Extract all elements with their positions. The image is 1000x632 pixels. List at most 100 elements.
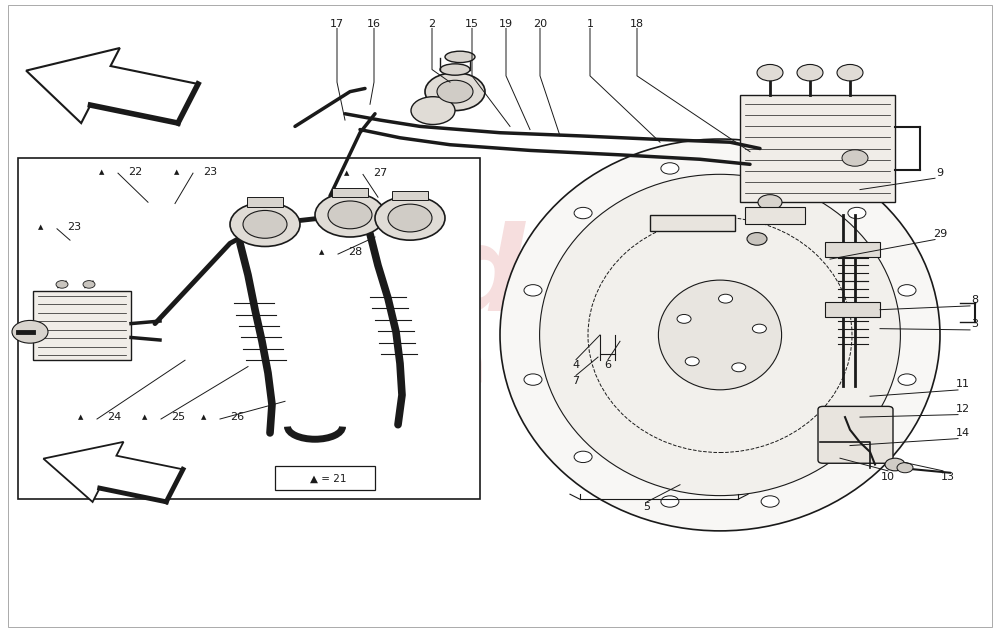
Text: ▲: ▲ <box>78 414 84 420</box>
Ellipse shape <box>440 64 470 75</box>
Bar <box>630 335 670 360</box>
Text: 5: 5 <box>644 502 650 513</box>
Text: 26: 26 <box>230 412 244 422</box>
Text: 12: 12 <box>956 404 970 414</box>
Bar <box>18 158 480 499</box>
Text: 1: 1 <box>586 19 594 29</box>
Text: ▲: ▲ <box>174 169 180 175</box>
Circle shape <box>685 357 699 366</box>
Text: b: b <box>652 339 688 394</box>
Circle shape <box>574 451 592 463</box>
FancyBboxPatch shape <box>818 406 893 463</box>
Bar <box>275 466 375 490</box>
Circle shape <box>732 363 746 372</box>
Text: 3: 3 <box>972 319 978 329</box>
Text: 8: 8 <box>971 295 979 305</box>
Bar <box>332 188 368 197</box>
Circle shape <box>328 201 372 229</box>
Text: 23: 23 <box>203 167 217 177</box>
Text: 20: 20 <box>533 19 547 29</box>
Bar <box>392 191 428 200</box>
Circle shape <box>842 150 868 166</box>
Text: c: c <box>255 333 285 387</box>
Text: 23: 23 <box>67 222 81 232</box>
Text: 4: 4 <box>572 360 580 370</box>
Bar <box>825 302 880 317</box>
Text: ▲: ▲ <box>142 414 148 420</box>
Bar <box>670 360 710 386</box>
Circle shape <box>837 64 863 81</box>
Circle shape <box>747 233 767 245</box>
Text: 2: 2 <box>428 19 436 29</box>
Text: 7: 7 <box>572 376 580 386</box>
Bar <box>670 310 710 335</box>
Ellipse shape <box>540 174 900 495</box>
Bar <box>630 386 670 411</box>
Text: Selde: Selde <box>235 221 605 336</box>
Bar <box>750 360 790 386</box>
Circle shape <box>761 496 779 507</box>
Bar <box>825 242 880 257</box>
Circle shape <box>677 315 691 324</box>
FancyBboxPatch shape <box>650 215 735 231</box>
Circle shape <box>230 202 300 246</box>
FancyBboxPatch shape <box>740 95 895 202</box>
Text: 25: 25 <box>171 412 185 422</box>
Circle shape <box>719 295 733 303</box>
Circle shape <box>83 281 95 288</box>
Circle shape <box>757 64 783 81</box>
Circle shape <box>661 162 679 174</box>
Text: a: a <box>453 339 487 394</box>
Circle shape <box>437 80 473 103</box>
Circle shape <box>574 207 592 219</box>
Bar <box>710 386 750 411</box>
Text: 14: 14 <box>956 428 970 438</box>
Text: 13: 13 <box>941 471 955 482</box>
Text: 27: 27 <box>373 168 387 178</box>
Circle shape <box>761 162 779 174</box>
Circle shape <box>897 463 913 473</box>
Circle shape <box>524 374 542 386</box>
Circle shape <box>885 458 905 471</box>
Text: 15: 15 <box>465 19 479 29</box>
Ellipse shape <box>658 280 782 390</box>
Text: 17: 17 <box>330 19 344 29</box>
Circle shape <box>56 281 68 288</box>
Circle shape <box>752 324 766 333</box>
Ellipse shape <box>445 51 475 63</box>
Circle shape <box>375 196 445 240</box>
Text: 6: 6 <box>604 360 612 370</box>
Text: 22: 22 <box>128 167 142 177</box>
Text: 9: 9 <box>936 167 944 178</box>
Circle shape <box>848 451 866 463</box>
Circle shape <box>898 284 916 296</box>
Circle shape <box>524 284 542 296</box>
Text: 29: 29 <box>933 229 947 239</box>
FancyBboxPatch shape <box>745 207 805 224</box>
FancyBboxPatch shape <box>33 291 131 360</box>
Polygon shape <box>26 48 198 123</box>
Polygon shape <box>43 442 183 502</box>
Ellipse shape <box>500 139 940 531</box>
Circle shape <box>797 64 823 81</box>
Bar <box>710 335 750 360</box>
Text: 19: 19 <box>499 19 513 29</box>
Circle shape <box>848 207 866 219</box>
Text: ▲: ▲ <box>344 170 350 176</box>
Circle shape <box>388 204 432 232</box>
Circle shape <box>758 195 782 210</box>
Circle shape <box>425 73 485 111</box>
Bar <box>750 310 790 335</box>
Circle shape <box>411 97 455 125</box>
Text: ▲ = 21: ▲ = 21 <box>310 473 346 483</box>
Text: a: a <box>580 322 660 437</box>
Text: ▲: ▲ <box>319 249 325 255</box>
Circle shape <box>243 210 287 238</box>
Text: 18: 18 <box>630 19 644 29</box>
Text: ▲: ▲ <box>201 414 207 420</box>
Circle shape <box>661 496 679 507</box>
Text: 16: 16 <box>367 19 381 29</box>
Text: ▲: ▲ <box>38 224 44 230</box>
Circle shape <box>315 193 385 237</box>
Text: 11: 11 <box>956 379 970 389</box>
